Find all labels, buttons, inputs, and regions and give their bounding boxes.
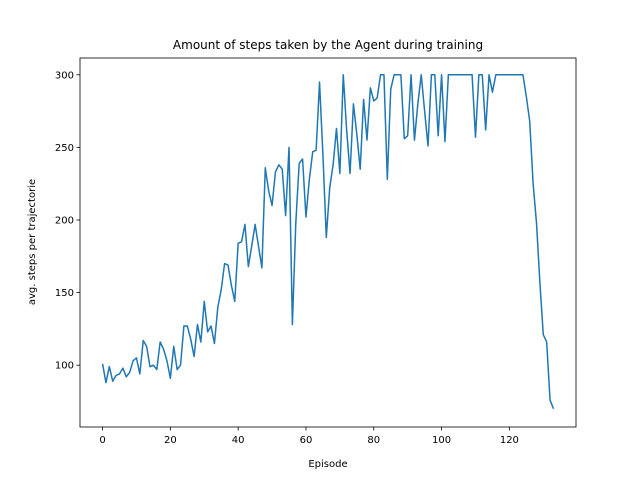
- x-tick-label: 100: [432, 435, 451, 446]
- x-tick-label: 60: [300, 435, 313, 446]
- chart-title: Amount of steps taken by the Agent durin…: [173, 38, 483, 52]
- x-tick-label: 0: [99, 435, 105, 446]
- y-tick-label: 150: [55, 288, 74, 299]
- y-tick-label: 250: [55, 143, 74, 154]
- data-line: [101, 74, 555, 410]
- y-tick-label: 300: [55, 70, 74, 81]
- plot-frame: [79, 57, 577, 428]
- x-tick-label: 80: [367, 435, 380, 446]
- x-axis-label: Episode: [308, 459, 347, 470]
- y-tick-label: 200: [55, 215, 74, 226]
- x-tick-label: 20: [164, 435, 177, 446]
- y-tick-label: 100: [55, 361, 74, 372]
- x-tick-label: 120: [500, 435, 519, 446]
- y-axis-label: avg. steps per trajectorie: [27, 179, 38, 305]
- x-tick-label: 40: [232, 435, 245, 446]
